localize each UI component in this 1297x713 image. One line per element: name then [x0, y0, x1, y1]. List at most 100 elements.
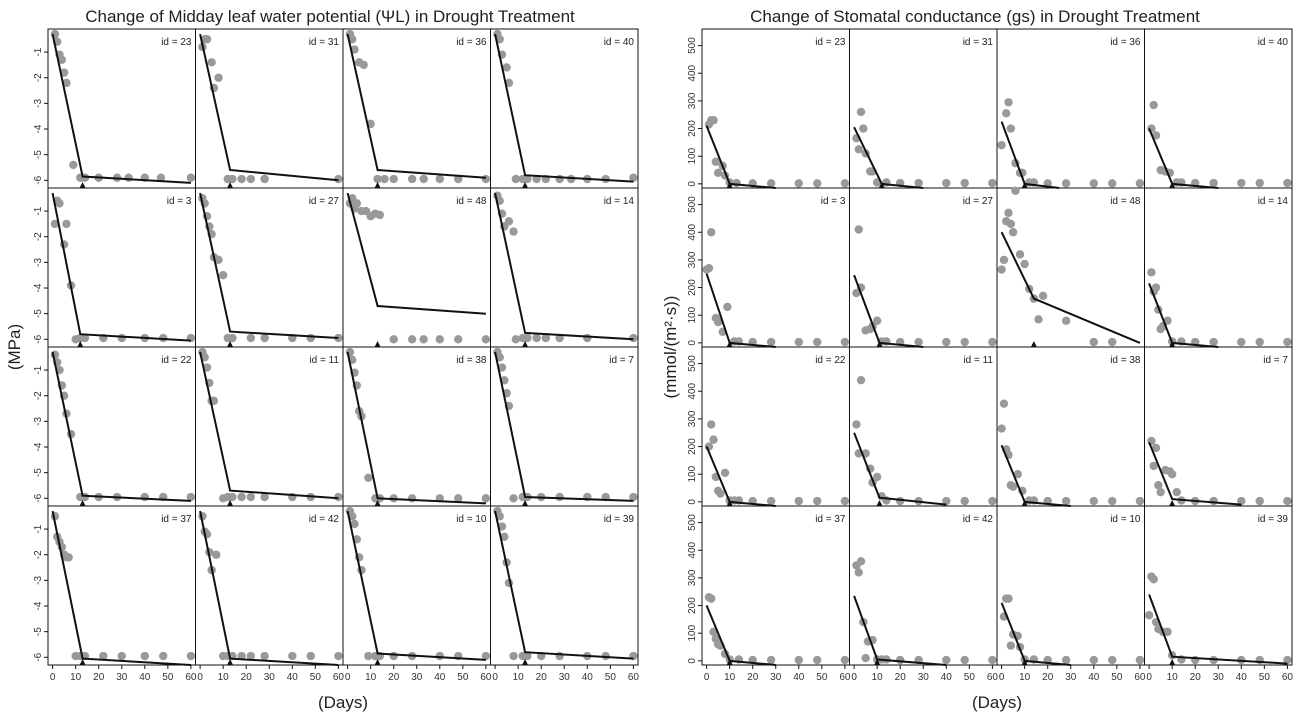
breakpoint-marker — [227, 659, 234, 665]
data-point — [214, 255, 223, 265]
y-tick-label: -5 — [33, 309, 44, 318]
panel: id = 22 -1 -2 -3 -4 -5 -6 — [33, 346, 196, 507]
data-point — [1283, 337, 1292, 347]
data-point — [407, 335, 417, 344]
data-point — [419, 335, 428, 344]
data-point — [840, 496, 850, 506]
panel-frame — [47, 187, 196, 348]
breakpoint-marker — [874, 659, 881, 665]
data-point — [1163, 627, 1172, 637]
data-point — [1034, 315, 1043, 324]
x-tick-label: 20 — [241, 672, 253, 683]
data-point — [509, 227, 518, 236]
y-tick-label: -4 — [33, 283, 44, 292]
data-point — [1089, 179, 1098, 188]
panel: id = 42 0 10 20 30 40 50 60 — [849, 505, 998, 683]
breakpoint-marker — [522, 182, 529, 188]
data-point — [373, 174, 382, 184]
breakpoint-marker — [878, 182, 885, 188]
breakpoint-marker — [726, 500, 733, 506]
y-tick-label: -6 — [33, 175, 44, 184]
data-point — [723, 302, 732, 312]
data-point — [389, 651, 398, 661]
data-point — [246, 174, 256, 184]
breakpoint-marker — [227, 182, 234, 188]
x-tick-label: 0 — [1146, 672, 1152, 683]
data-point — [766, 496, 776, 506]
panel: id = 14 — [1144, 187, 1293, 348]
data-point — [960, 337, 969, 347]
data-point — [64, 553, 73, 562]
y-tick-label: 300 — [687, 410, 698, 427]
data-point — [583, 333, 592, 343]
x-tick-label: 60 — [480, 672, 492, 683]
panel: id = 36 — [996, 28, 1145, 189]
data-point — [1283, 655, 1292, 665]
panel: id = 38 — [342, 346, 491, 507]
panel: id = 27 — [849, 187, 998, 348]
breakpoint-marker — [522, 500, 529, 506]
x-tick-label: 20 — [1190, 672, 1202, 683]
data-point — [288, 651, 297, 661]
panel-frame — [996, 505, 1145, 666]
x-tick-label: 50 — [964, 672, 976, 683]
y-tick-label: 400 — [687, 541, 698, 558]
panel-id-label: id = 38 — [1110, 355, 1141, 366]
y-tick-label: 300 — [687, 569, 698, 586]
x-tick-label: 60 — [628, 672, 640, 683]
data-point — [707, 420, 716, 429]
y-tick-label: -2 — [33, 550, 44, 559]
data-point — [1061, 316, 1071, 325]
fit-line — [346, 192, 486, 315]
data-point — [794, 496, 803, 506]
data-point — [709, 116, 718, 125]
x-tick-label: 60 — [333, 672, 345, 683]
x-tick-label: 30 — [559, 672, 571, 683]
data-point — [228, 492, 237, 502]
y-tick-label: -2 — [33, 232, 44, 241]
panel: id = 38 — [996, 346, 1145, 507]
data-point — [502, 63, 511, 72]
data-point — [1172, 487, 1181, 497]
data-point — [872, 472, 882, 482]
y-tick-label: -4 — [33, 442, 44, 451]
x-tick-label: 30 — [264, 672, 276, 683]
panel-id-label: id = 48 — [456, 196, 487, 207]
panel: id = 36 — [342, 28, 491, 189]
data-point — [359, 60, 368, 70]
x-tick-label: 50 — [162, 672, 174, 683]
breakpoint-marker — [79, 182, 86, 188]
data-point — [124, 173, 133, 182]
panel-frame — [195, 505, 344, 666]
panel-frame — [342, 346, 491, 507]
data-point — [896, 655, 905, 665]
x-tick-label: 30 — [116, 672, 128, 683]
data-point — [117, 333, 126, 343]
panel-id-label: id = 3 — [821, 196, 846, 207]
data-point — [704, 263, 714, 273]
data-point — [1255, 337, 1264, 347]
data-point — [532, 333, 541, 343]
data-point — [1089, 655, 1098, 665]
data-point — [140, 492, 149, 502]
breakpoint-marker — [374, 500, 381, 506]
data-point — [435, 174, 444, 184]
fit-line — [346, 33, 486, 179]
data-point — [713, 168, 723, 177]
data-point — [260, 651, 269, 661]
x-tick-label: 20 — [93, 672, 105, 683]
data-point — [1006, 219, 1016, 229]
x-tick-label: 40 — [941, 672, 953, 683]
y-tick-label: -5 — [33, 627, 44, 636]
y-tick-label: 100 — [687, 465, 698, 482]
data-point — [794, 179, 803, 188]
data-point — [852, 288, 861, 298]
data-point — [988, 337, 997, 347]
x-tick-label: 60 — [839, 672, 851, 683]
data-point — [375, 210, 385, 220]
panel-id-label: id = 42 — [309, 514, 340, 525]
panel: id = 7 — [490, 346, 639, 507]
x-tick-label: 50 — [816, 672, 828, 683]
x-tick-label: 50 — [457, 672, 469, 683]
panel-id-label: id = 10 — [456, 514, 487, 525]
